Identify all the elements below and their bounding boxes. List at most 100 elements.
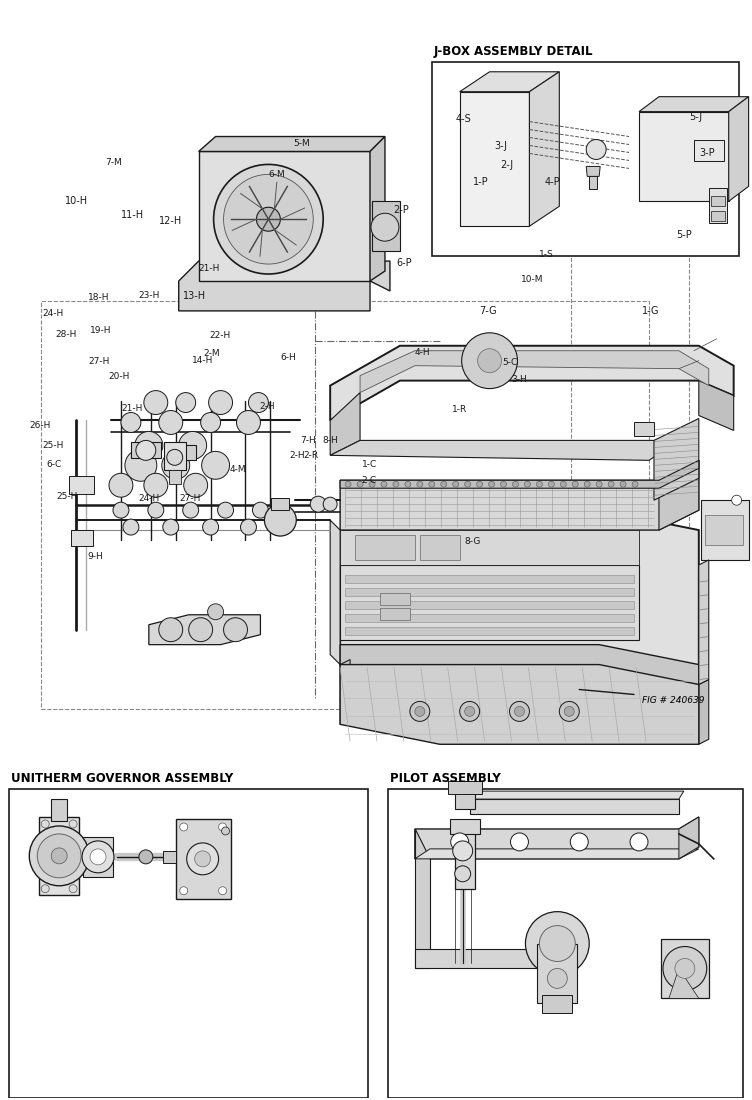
- Text: 3-J: 3-J: [494, 141, 508, 151]
- Text: 25-H: 25-H: [56, 492, 77, 500]
- Circle shape: [465, 482, 471, 487]
- Circle shape: [450, 833, 468, 851]
- Polygon shape: [340, 460, 699, 488]
- Circle shape: [410, 702, 430, 722]
- Bar: [340, 530, 639, 565]
- Text: 27-H: 27-H: [180, 494, 201, 503]
- Circle shape: [311, 496, 326, 513]
- Text: 7-G: 7-G: [479, 306, 497, 316]
- Polygon shape: [459, 72, 559, 91]
- Polygon shape: [455, 829, 475, 889]
- Polygon shape: [699, 680, 709, 745]
- Circle shape: [560, 482, 566, 487]
- Text: 21-H: 21-H: [199, 264, 220, 273]
- Text: 12-H: 12-H: [159, 217, 182, 227]
- Circle shape: [620, 482, 626, 487]
- Circle shape: [144, 473, 168, 497]
- Polygon shape: [340, 660, 350, 725]
- Text: 9-H: 9-H: [87, 552, 103, 561]
- Text: 4-P: 4-P: [544, 177, 560, 187]
- Circle shape: [548, 482, 554, 487]
- Circle shape: [121, 412, 141, 432]
- Polygon shape: [345, 587, 634, 596]
- Bar: [711, 196, 725, 207]
- Circle shape: [547, 968, 567, 989]
- Circle shape: [69, 820, 77, 828]
- Bar: [271, 498, 290, 510]
- Text: FIG # 240639: FIG # 240639: [642, 695, 705, 705]
- Circle shape: [41, 884, 49, 893]
- Bar: [634, 422, 654, 437]
- Bar: [372, 201, 400, 251]
- Circle shape: [323, 497, 337, 512]
- Circle shape: [510, 702, 529, 722]
- Polygon shape: [340, 510, 699, 684]
- Circle shape: [29, 826, 89, 886]
- Polygon shape: [162, 851, 176, 862]
- Circle shape: [51, 848, 67, 864]
- Text: 13-H: 13-H: [183, 290, 207, 300]
- Polygon shape: [345, 614, 634, 622]
- Text: 22-H: 22-H: [210, 331, 231, 340]
- Circle shape: [564, 706, 575, 716]
- Polygon shape: [340, 664, 699, 745]
- Polygon shape: [340, 460, 699, 530]
- Polygon shape: [345, 601, 634, 608]
- Text: 2-R: 2-R: [303, 451, 318, 460]
- Bar: [709, 188, 726, 223]
- Text: 1-S: 1-S: [539, 250, 554, 258]
- Circle shape: [248, 393, 268, 412]
- Polygon shape: [330, 440, 679, 460]
- Text: 1-G: 1-G: [642, 306, 660, 316]
- Text: 6-P: 6-P: [396, 257, 412, 268]
- Polygon shape: [415, 948, 559, 968]
- Text: 5-J: 5-J: [689, 112, 702, 122]
- Circle shape: [559, 702, 579, 722]
- Circle shape: [219, 887, 226, 894]
- Text: J-BOX ASSEMBLY DETAIL: J-BOX ASSEMBLY DETAIL: [434, 45, 593, 58]
- Circle shape: [208, 390, 232, 415]
- Bar: [71, 530, 93, 546]
- Polygon shape: [447, 781, 481, 794]
- Circle shape: [608, 482, 614, 487]
- Polygon shape: [729, 97, 749, 201]
- Text: 1-C: 1-C: [362, 460, 377, 469]
- Bar: [432, 62, 738, 256]
- Text: 19-H: 19-H: [89, 327, 111, 336]
- Text: 2-H: 2-H: [290, 451, 305, 460]
- Text: 28-H: 28-H: [56, 330, 77, 339]
- Text: 2-H: 2-H: [259, 402, 274, 411]
- Polygon shape: [459, 91, 529, 227]
- Bar: [380, 593, 410, 605]
- Circle shape: [208, 604, 223, 619]
- Circle shape: [159, 618, 183, 641]
- Circle shape: [459, 702, 480, 722]
- Bar: [41, 301, 649, 710]
- Circle shape: [587, 140, 606, 159]
- Circle shape: [195, 851, 211, 867]
- Text: 11-H: 11-H: [121, 210, 144, 220]
- Bar: [388, 789, 743, 1098]
- Text: 6-M: 6-M: [268, 169, 285, 178]
- Polygon shape: [590, 176, 597, 189]
- Polygon shape: [661, 938, 709, 999]
- Circle shape: [369, 482, 375, 487]
- Circle shape: [180, 887, 188, 894]
- Text: 10-M: 10-M: [521, 275, 544, 284]
- Polygon shape: [176, 820, 231, 899]
- Text: 24-H: 24-H: [138, 494, 159, 503]
- Text: 4-H: 4-H: [415, 349, 431, 358]
- Circle shape: [38, 834, 81, 878]
- Bar: [164, 442, 186, 471]
- Polygon shape: [340, 645, 699, 684]
- Text: 26-H: 26-H: [29, 420, 50, 430]
- Text: 6-H: 6-H: [280, 353, 296, 362]
- Text: 3-P: 3-P: [699, 148, 715, 158]
- Circle shape: [526, 912, 590, 976]
- Circle shape: [176, 393, 196, 412]
- Circle shape: [477, 482, 483, 487]
- Text: 7-H: 7-H: [300, 436, 316, 444]
- Circle shape: [596, 482, 602, 487]
- Circle shape: [135, 431, 162, 460]
- Polygon shape: [679, 817, 699, 859]
